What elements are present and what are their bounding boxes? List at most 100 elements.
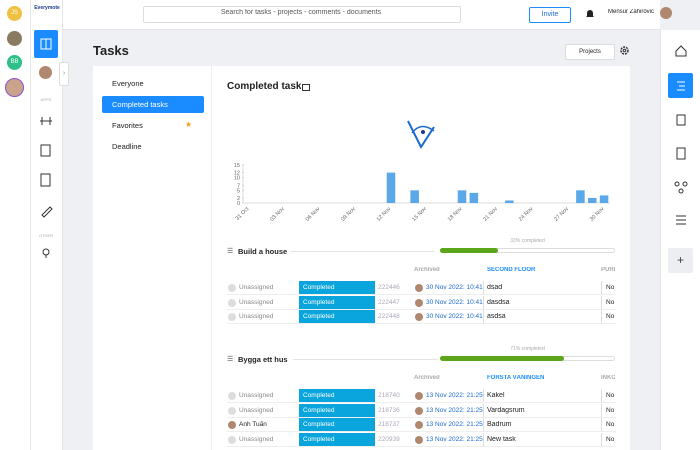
x-tick-label: 15 Nov [411,206,428,223]
group-title[interactable]: Bygga ett hus [238,355,288,364]
row-border [227,416,616,418]
date[interactable]: 30 Nov 2022: 10:41 [426,313,483,321]
panel [93,66,630,450]
bar [410,190,419,203]
calendar-icon[interactable] [302,83,310,91]
column-header: Archived [414,267,440,273]
menu-item-active[interactable]: Completed tasks [102,96,204,113]
task-name[interactable]: Badrum [487,421,512,429]
task-name[interactable]: asdsa [487,313,506,321]
task-id[interactable]: 220939 [378,436,400,444]
flag: No [606,313,615,321]
content-heading: Completed task [227,81,302,92]
projects-dropdown[interactable]: Projects [565,44,615,60]
status[interactable]: Completed [299,281,375,294]
progress-fill [440,248,498,253]
date[interactable]: 13 Nov 2022: 21:25 [426,436,483,444]
add-button[interactable]: + [668,248,693,273]
assignee-avatar [228,313,236,322]
assignee-avatar [228,436,236,445]
cell-line [601,295,602,309]
status[interactable]: Completed [299,418,375,432]
status[interactable]: Completed [299,295,375,309]
group-icon[interactable]: ☰ [227,248,234,255]
date[interactable]: 13 Nov 2022: 21:25 [426,392,483,399]
status[interactable]: Completed [299,389,375,402]
flag: No [606,298,615,306]
invite-button[interactable]: Invite [529,7,571,23]
user-name[interactable]: Mensur Zahirovic [608,9,655,15]
task-name[interactable]: Kakel [487,392,505,399]
group-line [293,359,438,360]
date-avatar [415,436,423,445]
avatar-photo[interactable] [7,31,22,46]
assignee[interactable]: Unassigned [239,298,274,306]
progress-fill [440,356,565,361]
cell-line [483,418,484,432]
assignee[interactable]: Unassigned [239,406,274,414]
cell-line [483,295,484,309]
date-avatar [415,313,423,322]
assignee[interactable]: Unassigned [239,436,274,444]
task-name[interactable]: New task [487,436,516,444]
assignee[interactable]: Unassigned [239,392,274,399]
task-id[interactable]: 218740 [378,392,400,399]
x-tick-label: 31 Oct [235,206,251,222]
assignee[interactable]: Unassigned [239,284,274,291]
menu-item[interactable]: Everyone [112,79,144,88]
bar [457,190,467,203]
assignee[interactable]: Unassigned [239,313,274,321]
settings-icon[interactable] [619,45,630,56]
task-id[interactable]: 222448 [378,313,400,321]
logo[interactable]: Everymote [34,5,60,11]
y-tick-label: 12 [234,171,240,177]
date[interactable]: 13 Nov 2022: 21:25 [426,421,483,429]
date-avatar [415,406,423,415]
avatar-photo[interactable] [39,66,52,79]
task-id[interactable]: 222447 [378,298,400,306]
date-avatar [415,284,423,292]
group-title[interactable]: Build a house [238,247,288,256]
nav-icons [40,117,53,258]
menu-item[interactable]: Deadline [112,142,142,151]
assignee[interactable]: Anh Tuấn [239,421,267,429]
task-id[interactable]: 222446 [378,284,400,291]
date[interactable]: 13 Nov 2022: 21:25 [426,406,483,414]
task-id[interactable]: 218736 [378,406,400,414]
x-tick-label: 18 Nov [447,206,464,223]
section-label: OTHER [39,233,53,238]
flag: No [606,284,615,291]
task-id[interactable]: 218737 [378,421,400,429]
status[interactable]: Completed [299,433,375,447]
row-border [227,294,616,295]
bar [599,195,609,203]
avatar-photo[interactable] [5,78,24,97]
bell-icon[interactable] [585,8,595,19]
status[interactable]: Completed [299,403,375,417]
row-border [227,431,616,433]
avatar[interactable]: JS [7,6,22,21]
bar [587,197,597,203]
avatar[interactable]: BB [7,55,22,70]
group-line [290,251,435,252]
group-icon[interactable]: ☰ [227,356,234,363]
page-title: Tasks [93,43,129,58]
assignee-avatar [228,406,236,415]
task-name[interactable]: Vardagsrum [487,406,525,414]
favorite-star[interactable]: ★ [185,120,193,129]
task-name[interactable]: dsad [487,284,503,291]
flag: No [606,406,615,414]
date[interactable]: 30 Nov 2022: 10:41 [426,284,483,291]
bar [469,192,479,203]
collapse-toggle[interactable]: › [59,62,69,86]
cell-line [483,433,484,447]
menu-item[interactable]: Favorites [112,121,143,130]
avatar-photo[interactable] [660,7,672,19]
date[interactable]: 30 Nov 2022: 10:41 [426,298,483,306]
task-name[interactable]: dasdsa [487,298,510,306]
column-header: FÖRSTA VÅNINGEN [487,375,545,381]
flag: No [606,436,615,444]
search-box[interactable] [143,6,461,23]
status[interactable]: Completed [299,310,375,324]
